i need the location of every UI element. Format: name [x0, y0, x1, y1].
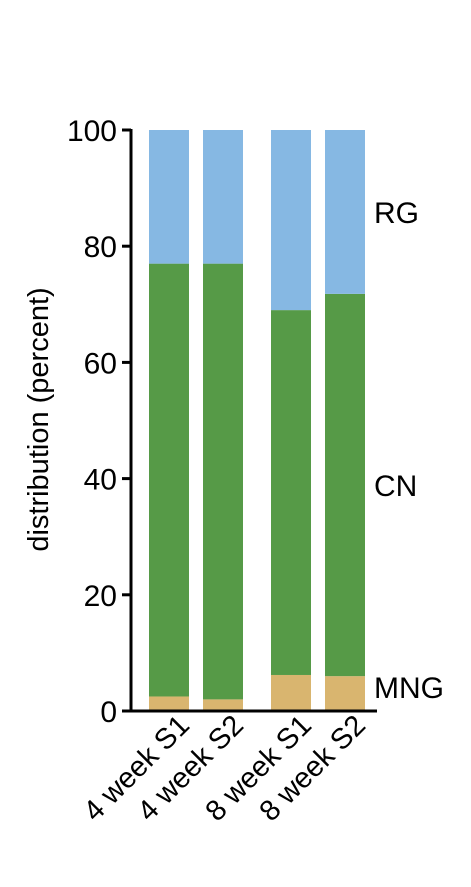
y-tick-label: 40 — [84, 464, 117, 497]
bar-segment-cn-3 — [271, 310, 311, 675]
bar-segment-mng-1 — [149, 696, 189, 711]
y-tick-label: 100 — [67, 115, 117, 148]
bar-segment-cn-1 — [149, 263, 189, 697]
bar-segment-rg-4 — [325, 130, 365, 294]
bar-segment-rg-1 — [149, 130, 189, 264]
bar-segment-mng-3 — [271, 674, 311, 711]
y-tick-label: 0 — [100, 696, 117, 729]
bar-segment-cn-4 — [325, 293, 365, 677]
y-tick-label: 20 — [84, 580, 117, 613]
bar-segment-rg-2 — [203, 130, 243, 264]
series-labels-group: MNG CN RG — [374, 197, 444, 705]
y-axis-title: distribution (percent) — [23, 287, 55, 551]
bar-segment-mng-2 — [203, 699, 243, 711]
axes-group — [129, 129, 377, 713]
bar-segment-rg-3 — [271, 130, 311, 311]
series-label-cn: CN — [374, 470, 417, 503]
x-labels-group: 4 week S14 week S28 week S18 week S2 — [78, 709, 372, 827]
series-label-rg: RG — [374, 197, 419, 230]
bar-segment-mng-4 — [325, 676, 365, 711]
y-ticks-group: 0 20 40 60 80 100 — [67, 115, 131, 729]
bars-group — [149, 130, 365, 711]
y-tick-label: 60 — [84, 347, 117, 380]
series-label-mng: MNG — [374, 672, 444, 705]
y-tick-label: 80 — [84, 231, 117, 264]
bar-segment-cn-2 — [203, 263, 243, 700]
